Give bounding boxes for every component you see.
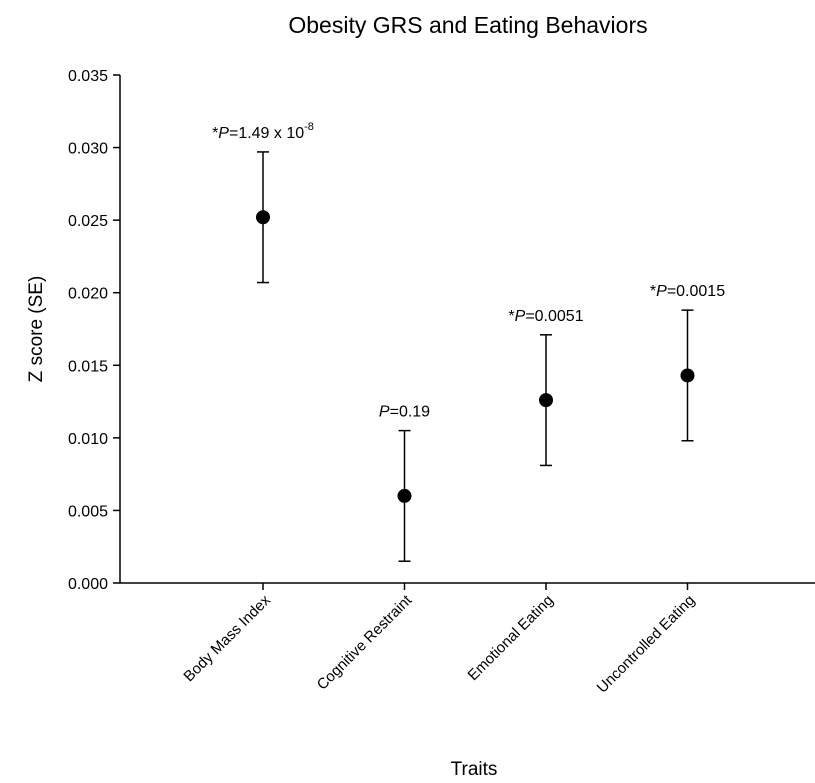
series bbox=[256, 151, 695, 562]
x-tick-label: Uncontrolled Eating bbox=[594, 592, 699, 697]
p-value-annotation: *P=1.49 x 10-8 bbox=[212, 121, 314, 142]
x-axis-title: Traits bbox=[451, 759, 498, 780]
y-tick-label: 0.005 bbox=[68, 503, 108, 520]
y-tick-label: 0.025 bbox=[68, 213, 108, 230]
y-tick-label: 0.030 bbox=[68, 141, 108, 158]
data-point bbox=[680, 368, 695, 383]
p-value-annotation: *P=0.0015 bbox=[650, 283, 725, 300]
y-tick-label: 0.020 bbox=[68, 286, 108, 303]
x-tick-label: Body Mass Index bbox=[180, 591, 274, 685]
data-point bbox=[539, 393, 553, 408]
annotations: *P=1.49 x 10-8 P=0.19 *P=0.0051 *P=0.0015 bbox=[212, 121, 725, 421]
p-value-annotation: P=0.19 bbox=[379, 404, 430, 421]
y-tick-label: 0.000 bbox=[68, 576, 108, 593]
y-ticks: 0.000 0.005 0.010 0.015 0.020 0.025 0.030 0.035 bbox=[68, 68, 120, 593]
x-tick-label: Cognitive Restraint bbox=[314, 591, 416, 693]
y-axis-title: Z score (SE) bbox=[26, 276, 47, 383]
p-value-annotation: *P=0.0051 bbox=[508, 308, 583, 325]
y-tick-label: 0.010 bbox=[68, 431, 108, 448]
plot-area bbox=[119, 75, 815, 584]
x-ticks: Body Mass Index Cognitive Restraint Emotio… bbox=[180, 583, 698, 696]
data-point bbox=[256, 210, 270, 225]
data-point bbox=[397, 488, 412, 503]
chart-title: Obesity GRS and Eating Behaviors bbox=[288, 12, 647, 38]
y-tick-label: 0.035 bbox=[68, 68, 108, 85]
y-tick-label: 0.015 bbox=[68, 358, 108, 375]
x-tick-label: Emotional Eating bbox=[465, 592, 557, 684]
